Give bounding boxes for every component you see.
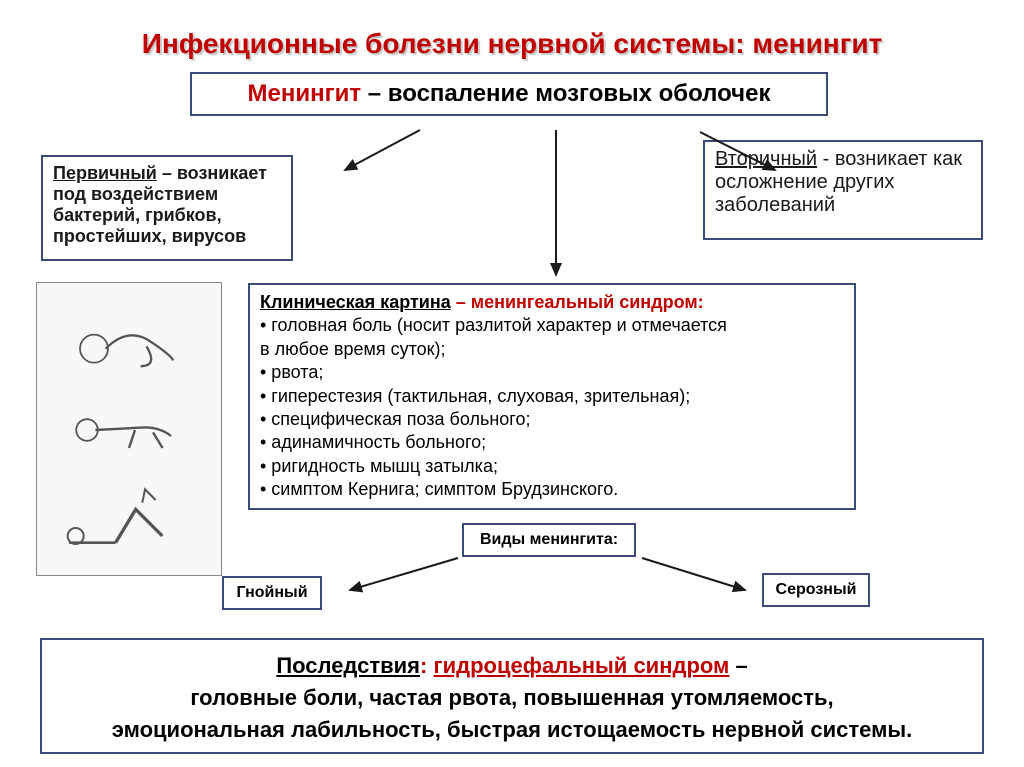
clinical-bullet: • ригидность мышц затылка; [260, 455, 844, 478]
patient-lying-icon [49, 394, 209, 454]
symptom-illustration [36, 282, 222, 576]
title-text: Инфекционные болезни нервной системы: ме… [142, 28, 883, 59]
definition-text: Менингит – воспаление мозговых оболочек [248, 80, 771, 108]
primary-text: Первичный – возникает под воздействием б… [53, 163, 267, 246]
primary-box: Первичный – возникает под воздействием б… [41, 155, 293, 261]
clinical-bullet: в любое время суток); [260, 338, 844, 361]
clinical-bullet: • головная боль (носит разлитой характер… [260, 314, 844, 337]
arrow [642, 558, 745, 590]
slide-title: Инфекционные болезни нервной системы: ме… [0, 28, 1024, 60]
kernig-sign-icon [49, 476, 209, 556]
purulent-text: Гнойный [236, 584, 307, 602]
types-box: Виды менингита: [462, 523, 636, 557]
consequences-line3: эмоциональная лабильность, быстрая истощ… [52, 714, 972, 746]
clinical-heading: Клиническая картина – менингеальный синд… [260, 291, 844, 314]
definition-box: Менингит – воспаление мозговых оболочек [190, 72, 828, 116]
clinical-bullet: • специфическая поза больного; [260, 408, 844, 431]
consequences-line1: Последствия: гидроцефальный синдром – [52, 650, 972, 682]
serous-box: Серозный [762, 573, 870, 607]
clinical-box: Клиническая картина – менингеальный синд… [248, 283, 856, 510]
clinical-bullet: • симптом Кернига; симптом Брудзинского. [260, 478, 844, 501]
clinical-bullet: • адинамичность больного; [260, 431, 844, 454]
arrow [350, 558, 458, 590]
clinical-bullet: • гиперестезия (тактильная, слуховая, зр… [260, 385, 844, 408]
clinical-bullet: • рвота; [260, 361, 844, 384]
secondary-box: Вторичный - возникает как осложнение дру… [703, 140, 983, 240]
patient-pose-icon [49, 302, 209, 372]
consequences-box: Последствия: гидроцефальный синдром – го… [40, 638, 984, 754]
consequences-line2: головные боли, частая рвота, повышенная … [52, 682, 972, 714]
serous-text: Серозный [776, 581, 857, 599]
secondary-text: Вторичный - возникает как осложнение дру… [715, 148, 962, 216]
arrow [345, 130, 420, 170]
purulent-box: Гнойный [222, 576, 322, 610]
clinical-bullets: • головная боль (носит разлитой характер… [260, 314, 844, 501]
types-text: Виды менингита: [480, 531, 618, 549]
